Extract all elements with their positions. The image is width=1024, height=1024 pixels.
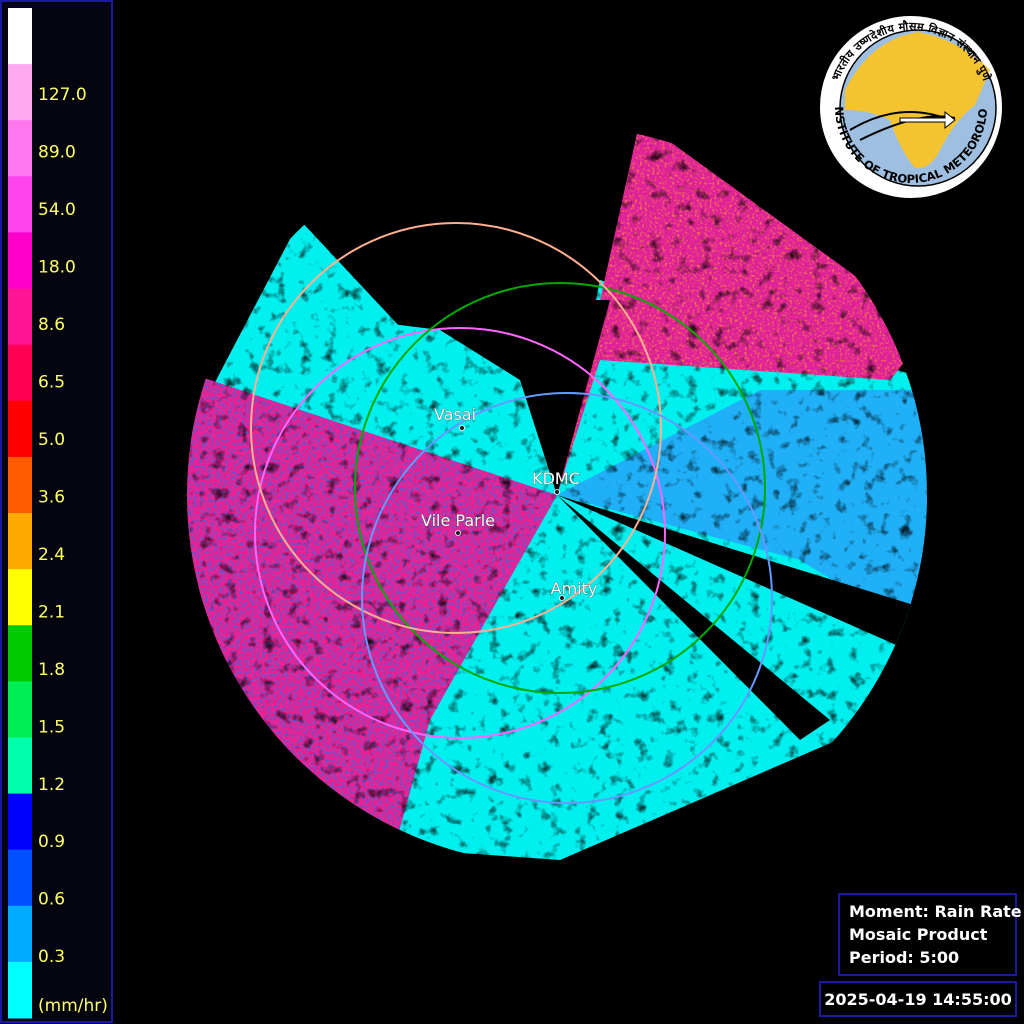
legend-swatch — [8, 344, 32, 402]
logo-landmass — [845, 32, 990, 169]
legend-label: 5.0 — [38, 430, 65, 450]
legend-label: 1.8 — [38, 660, 65, 680]
legend-label: 89.0 — [38, 143, 76, 163]
legend-swatch — [8, 569, 32, 626]
info-line: Period: 5:00 — [849, 948, 959, 967]
legend-label: 6.5 — [38, 373, 65, 393]
range-ring — [254, 327, 666, 739]
legend-swatch — [8, 400, 32, 458]
legend-swatch — [8, 288, 32, 346]
legend-swatch — [8, 176, 32, 233]
legend-label: 1.5 — [38, 717, 65, 737]
legend-unit: (mm/hr) — [38, 996, 108, 1016]
info-box: Moment: Rain Rate Mosaic Product Period:… — [819, 893, 1022, 1017]
legend-swatch — [8, 625, 32, 682]
legend-swatch — [8, 681, 32, 738]
legend-swatch — [8, 513, 32, 570]
legend-label: 2.4 — [38, 545, 65, 565]
range-ring — [250, 222, 662, 634]
station-dot — [455, 530, 461, 536]
station-dot — [459, 425, 465, 431]
legend-swatch — [8, 737, 32, 795]
legend-swatch — [8, 120, 32, 177]
legend-swatch — [8, 961, 32, 1019]
legend-label: 0.3 — [38, 947, 65, 967]
range-ring — [361, 392, 773, 804]
legend-swatch — [8, 232, 32, 290]
legend-swatch — [8, 456, 32, 514]
legend-swatch — [8, 64, 32, 121]
legend-swatch — [8, 793, 32, 851]
legend: 127.0 89.0 54.0 18.0 8.6 6.5 5.0 3.6 2.4 2.1 1.8 1.… — [0, 0, 113, 1023]
info-line: Mosaic Product — [849, 925, 988, 944]
legend-swatch — [8, 849, 32, 907]
timestamp: 2025-04-19 14:55:00 — [824, 990, 1012, 1009]
range-ring — [354, 282, 766, 694]
station-label: Amity — [551, 579, 598, 598]
radar-rings: Vasai KDMC Vile Parle Amity — [250, 222, 773, 804]
station-label: Vile Parle — [421, 511, 495, 530]
station-dot — [554, 489, 560, 495]
timestamp-panel — [819, 981, 1017, 1017]
echo-gaps — [187, 125, 927, 865]
legend-label: 3.6 — [38, 487, 65, 507]
logo-arrow-head — [899, 110, 956, 130]
legend-label: 54.0 — [38, 200, 76, 220]
radar-coverage — [187, 125, 927, 865]
legend-swatch — [8, 8, 32, 65]
station-label: KDMC — [532, 469, 580, 488]
station-dot — [559, 595, 565, 601]
legend-swatch — [8, 905, 32, 963]
legend-label: 2.1 — [38, 602, 65, 622]
info-line: Moment: Rain Rate — [849, 902, 1022, 921]
legend-label: 0.9 — [38, 832, 65, 852]
legend-label: 18.0 — [38, 258, 76, 278]
info-panel — [838, 893, 1017, 976]
legend-label: 1.2 — [38, 775, 65, 795]
legend-label: 127.0 — [38, 85, 87, 105]
station-label: Vasai — [434, 405, 476, 424]
beam-gap — [557, 300, 927, 740]
legend-label: 0.6 — [38, 890, 65, 910]
legend-label: 8.6 — [38, 315, 65, 335]
